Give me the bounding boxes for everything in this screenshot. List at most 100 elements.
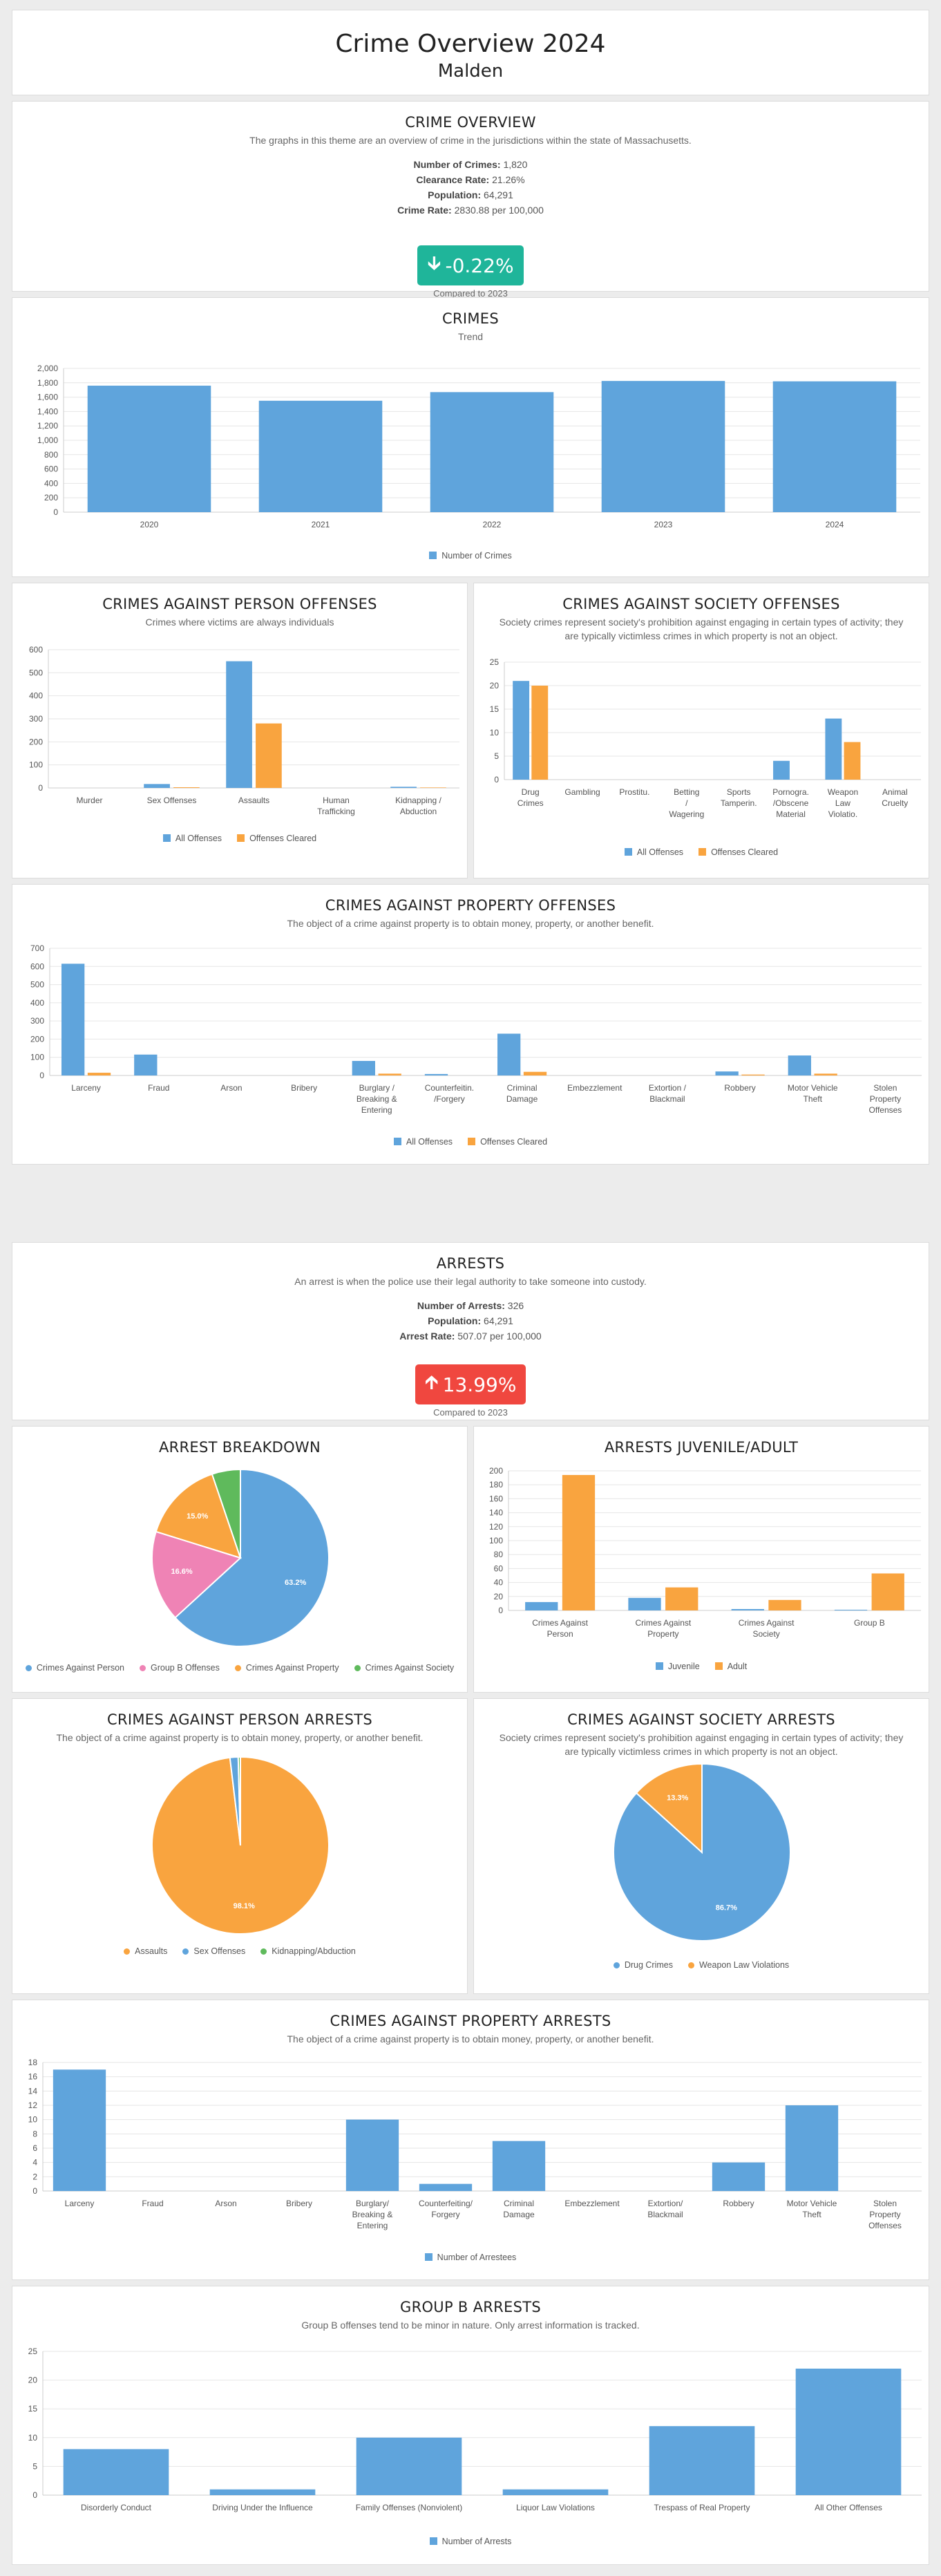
legend-item[interactable]: Adult [714,1662,747,1671]
bar[interactable] [87,385,211,512]
bar[interactable] [649,2426,755,2495]
legend-item[interactable]: Crimes Against Person [25,1663,124,1673]
bar[interactable] [772,381,897,512]
bar[interactable] [430,392,554,512]
bar[interactable] [871,1573,904,1610]
pie-slice[interactable] [635,1762,703,1854]
y-tick-label: 14 [28,2086,38,2096]
bar[interactable] [788,1055,811,1075]
legend-item[interactable]: Crimes Against Property [234,1663,339,1673]
legend-label: Weapon Law Violations [698,1960,790,1970]
bar[interactable] [523,1071,547,1075]
pie-slice[interactable] [211,1468,241,1559]
legend-item[interactable]: All Offenses [393,1137,453,1147]
x-tick-label: Embezzlement [567,1083,622,1093]
legend-item[interactable]: Offenses Cleared [237,834,316,843]
legend-item[interactable]: Offenses Cleared [468,1137,547,1147]
pie-slice[interactable] [613,1762,791,1942]
x-tick-label: Arson [220,1083,242,1093]
chart-legend: Juvenile Adult [474,1662,929,1671]
legend-label: Crimes Against Person [36,1663,124,1673]
x-tick-label: Stolen Property Offenses [868,2199,902,2230]
chart-subtitle: Crimes where victims are always individu… [145,617,334,628]
legend-item[interactable]: Number of Crimes [429,551,512,561]
bar[interactable] [665,1587,698,1610]
bar[interactable] [173,787,200,788]
y-tick-label: 300 [30,1016,44,1026]
pie-slice[interactable] [237,1756,241,1846]
bar[interactable] [378,1073,401,1075]
legend-label: Offenses Cleared [711,847,779,857]
bar[interactable] [53,2069,106,2191]
bar[interactable] [61,963,85,1075]
legend-item[interactable]: Crimes Against Society [354,1663,454,1673]
legend-item[interactable]: Number of Arrests [429,2537,511,2546]
legend-label: Juvenile [667,1662,700,1671]
legend-label: Assaults [135,1946,168,1956]
legend-item[interactable]: Drug Crimes [613,1960,673,1970]
chart-title: CRIMES AGAINST PERSON OFFENSES [102,596,377,612]
bar[interactable] [356,2437,462,2495]
bar[interactable] [256,723,282,788]
bar[interactable] [63,2449,169,2495]
y-tick-label: 2,000 [37,364,58,373]
y-tick-label: 800 [44,450,58,460]
bar[interactable] [424,1073,448,1075]
stat-row: Clearance Rate: 21.26% [416,174,525,185]
pie-slice[interactable] [151,1530,242,1619]
bar[interactable] [531,686,549,780]
legend-item[interactable]: Sex Offenses [182,1946,245,1956]
legend-item[interactable]: Number of Arrestees [424,2253,516,2262]
bar[interactable] [628,1597,661,1610]
y-tick-label: 140 [489,1508,503,1518]
pie-slice[interactable] [174,1468,330,1647]
legend-item[interactable]: Group B Offenses [140,1663,220,1673]
chart-title: CRIMES AGAINST PROPERTY ARRESTS [330,2013,611,2029]
chart-title: ARRESTS JUVENILE/ADULT [604,1439,799,1456]
legend-item[interactable]: All Offenses [624,847,683,857]
bar[interactable] [345,2119,399,2191]
bar[interactable] [144,784,170,788]
x-tick-label: Bribery [291,1083,317,1093]
legend-item[interactable]: Juvenile [655,1662,700,1671]
bar[interactable] [87,1073,111,1075]
legend-item[interactable]: Kidnapping/Abduction [260,1946,356,1956]
bar[interactable] [795,2368,902,2495]
bar[interactable] [492,2141,546,2191]
bar[interactable] [258,400,383,512]
bar[interactable] [419,2183,473,2191]
bar[interactable] [773,760,790,780]
bar[interactable] [209,2489,316,2495]
bar[interactable] [731,1608,764,1610]
bar[interactable] [390,787,417,788]
x-tick-label: Motor Vehicle Theft [788,1083,838,1104]
bar[interactable] [601,381,725,512]
bar[interactable] [562,1475,596,1610]
person-offenses-card: CRIMES AGAINST PERSON OFFENSES Crimes wh… [12,583,468,878]
legend-item[interactable]: Offenses Cleared [698,847,778,857]
bar[interactable] [844,742,861,780]
pie-slice[interactable] [155,1473,242,1559]
bar[interactable] [352,1060,375,1075]
legend-swatch [162,834,171,842]
legend-item[interactable]: Assaults [124,1946,167,1956]
person-offenses-chart: 0 100 200 300 400 500 600 Murder Sex Offenses Ass… [29,645,459,816]
bar[interactable] [712,2162,766,2191]
legend-label: Offenses Cleared [249,834,317,843]
bar[interactable] [420,787,446,788]
bar[interactable] [513,681,530,780]
bar[interactable] [497,1033,521,1075]
bar[interactable] [825,718,842,780]
x-tick-label: Extortion / Blackmail [649,1083,687,1104]
chart-title: ARREST BREAKDOWN [158,1439,321,1456]
bar[interactable] [525,1601,558,1610]
bar[interactable] [715,1071,739,1075]
bar[interactable] [502,2489,609,2495]
legend-item[interactable]: Weapon Law Violations [687,1960,790,1970]
bar[interactable] [768,1599,801,1610]
bar[interactable] [785,2105,839,2191]
bar[interactable] [134,1054,158,1075]
bar[interactable] [226,661,252,788]
legend-item[interactable]: All Offenses [162,834,222,843]
bar[interactable] [814,1073,837,1075]
